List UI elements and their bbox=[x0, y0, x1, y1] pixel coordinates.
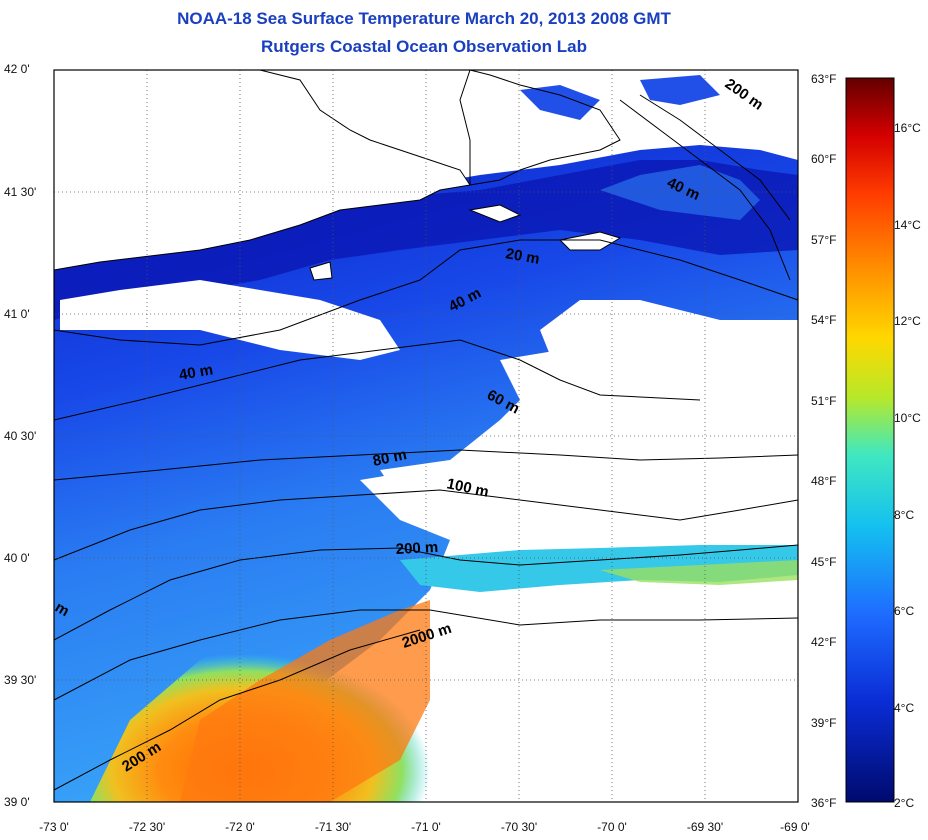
lon-tick-label: -70 0' bbox=[597, 820, 627, 834]
fahrenheit-label: 60°F bbox=[811, 152, 837, 166]
lon-tick-label: -72 0' bbox=[225, 820, 255, 834]
coastline bbox=[53, 69, 622, 281]
fahrenheit-label: 48°F bbox=[811, 474, 837, 488]
fahrenheit-label: 39°F bbox=[811, 716, 837, 730]
lon-tick-label: -73 0' bbox=[39, 820, 69, 834]
fahrenheit-label: 54°F bbox=[811, 313, 837, 327]
contour-label: 80 m bbox=[371, 446, 408, 470]
contour-label: 20 m bbox=[504, 245, 541, 268]
lon-tick-label: -72 30' bbox=[128, 820, 166, 834]
contour-label: 200 m bbox=[395, 539, 438, 558]
lat-tick-label: 39 30' bbox=[4, 673, 37, 687]
lat-tick-label: 42 0' bbox=[4, 62, 30, 76]
celsius-label: 8°C bbox=[894, 508, 915, 522]
fahrenheit-label: 42°F bbox=[811, 635, 837, 649]
depth-contours bbox=[53, 94, 799, 791]
lon-tick-label: -69 0' bbox=[780, 820, 810, 834]
celsius-label: 4°C bbox=[894, 701, 915, 715]
celsius-label: 6°C bbox=[894, 604, 915, 618]
lat-tick-label: 40 0' bbox=[4, 551, 30, 565]
lat-tick-label: 41 0' bbox=[4, 307, 30, 321]
lon-tick-label: -69 30' bbox=[686, 820, 724, 834]
celsius-label: 14°C bbox=[894, 218, 921, 232]
lon-tick-label: -71 30' bbox=[314, 820, 352, 834]
celsius-label: 16°C bbox=[894, 121, 921, 135]
fahrenheit-label: 51°F bbox=[811, 394, 837, 408]
lat-tick-label: 40 30' bbox=[4, 429, 37, 443]
celsius-label: 12°C bbox=[894, 314, 921, 328]
lon-tick-label: -71 0' bbox=[411, 820, 441, 834]
fahrenheit-label: 63°F bbox=[811, 72, 837, 86]
celsius-label: 10°C bbox=[894, 411, 921, 425]
contour-label: 40 m bbox=[178, 361, 215, 384]
fahrenheit-label: 45°F bbox=[811, 555, 837, 569]
colorbar bbox=[845, 77, 895, 803]
lon-tick-label: -70 30' bbox=[500, 820, 538, 834]
map-subtitle: Rutgers Coastal Ocean Observation Lab bbox=[261, 37, 587, 56]
map-frame bbox=[53, 69, 799, 803]
fahrenheit-label: 57°F bbox=[811, 233, 837, 247]
fahrenheit-label: 36°F bbox=[811, 796, 837, 810]
lat-tick-label: 39 0' bbox=[4, 795, 30, 809]
celsius-label: 2°C bbox=[894, 796, 915, 810]
map-title: NOAA-18 Sea Surface Temperature March 20… bbox=[177, 9, 671, 28]
graticule bbox=[54, 70, 798, 802]
lat-tick-label: 41 30' bbox=[4, 185, 37, 199]
